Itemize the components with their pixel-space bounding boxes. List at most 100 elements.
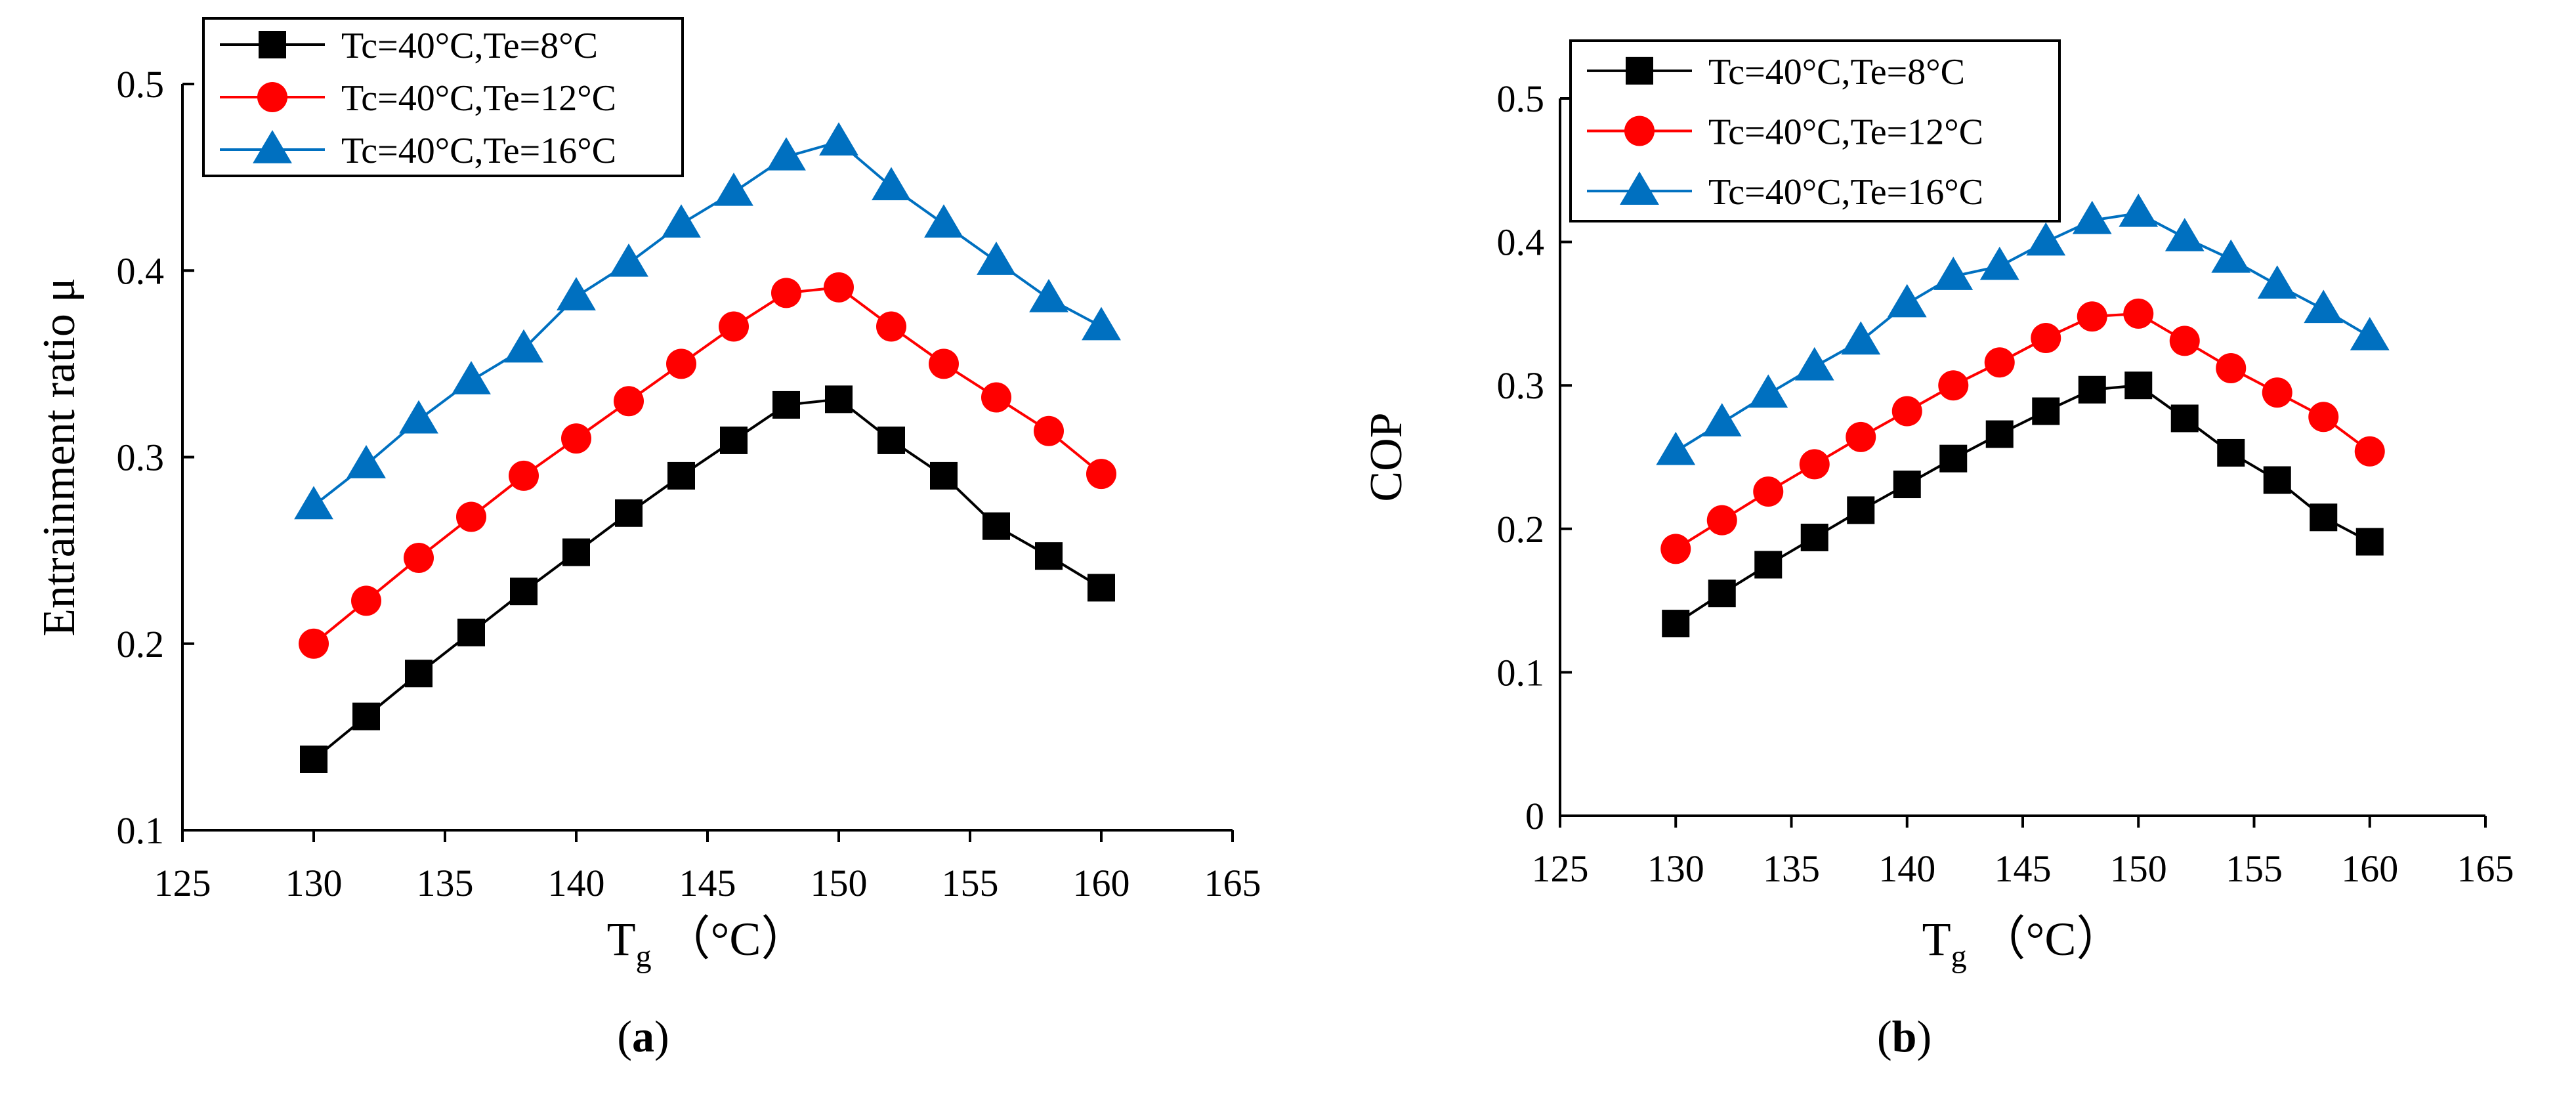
triangle-marker	[294, 486, 333, 520]
square-marker	[300, 745, 327, 773]
y-tick-label: 0	[1525, 795, 1544, 837]
caption-b: (b)	[1877, 1011, 1932, 1061]
triangle-marker	[2257, 265, 2297, 299]
y-axis-label: Entrainment ratio μ	[34, 278, 85, 637]
legend-item: Tc=40°C,Te=16°C	[220, 130, 616, 171]
x-tick-label: 125	[154, 862, 211, 904]
x-tick-label: 150	[2110, 847, 2167, 890]
x-label-sub: g	[1951, 939, 1967, 974]
square-marker	[720, 426, 748, 454]
triangle-marker	[2304, 289, 2344, 324]
square-marker	[615, 499, 643, 527]
circle-marker	[2262, 377, 2292, 408]
series-line	[1675, 312, 2371, 551]
circle-marker	[561, 423, 591, 454]
square-marker	[2217, 438, 2245, 467]
x-tick-label: 135	[417, 862, 474, 904]
circle-marker	[2354, 436, 2385, 467]
panel-b: 0 0.1 0.2 0.3 0.4 0.5 125 130 135 140 145 150 155 160…	[1286, 0, 2576, 1098]
circle-marker	[1799, 449, 1830, 480]
triangle-marker	[977, 242, 1016, 275]
x-tick-label: 125	[1532, 847, 1589, 890]
legend-item: Tc=40°C,Te=16°C	[1587, 171, 1983, 213]
x-label-unit: （°C）	[1967, 913, 2124, 965]
square-marker	[667, 461, 695, 490]
triangle-marker	[2164, 218, 2205, 251]
triangle-marker	[872, 167, 911, 201]
triangle-marker	[1979, 246, 2019, 280]
series-2	[1660, 298, 2385, 564]
circle-marker	[614, 386, 644, 417]
circle-marker	[1706, 505, 1737, 536]
square-marker	[1893, 471, 1921, 499]
circle-marker	[2031, 323, 2061, 354]
triangle-marker	[609, 243, 648, 277]
circle-marker	[2216, 352, 2247, 383]
square-marker	[825, 385, 853, 413]
square-marker	[352, 702, 380, 730]
y-tick-label: 0.1	[117, 809, 165, 852]
legend: Tc=40°C,Te=8°C Tc=40°C,Te=12°C Tc=40°C,Te=…	[202, 17, 684, 177]
triangle-marker	[1933, 257, 1974, 290]
circle-marker	[824, 272, 854, 303]
series-line	[1675, 211, 2371, 453]
triangle-marker	[1748, 374, 1788, 408]
y-tick-label: 0.3	[117, 436, 165, 479]
triangle-marker	[1887, 284, 1927, 318]
x-tick-label: 140	[548, 862, 605, 904]
circle-marker	[257, 82, 287, 112]
x-axis-label: Tg （°C）	[607, 913, 809, 974]
y-tick-label: 0.5	[117, 63, 165, 106]
square-marker	[2078, 375, 2106, 404]
square-marker	[1800, 523, 1828, 551]
series-1	[1662, 371, 2384, 638]
triangle-marker	[767, 137, 806, 171]
chart-a: 0.1 0.2 0.3 0.4 0.5 125 130 135 140 145 150 155 160 1…	[34, 17, 1261, 974]
triangle-marker	[2072, 200, 2112, 234]
square-marker	[1754, 551, 1783, 579]
triangle-marker	[662, 204, 701, 238]
square-marker	[930, 461, 958, 490]
x-tick-label: 150	[811, 862, 868, 904]
y-tick-label: 0.1	[1497, 651, 1545, 694]
series-3	[294, 122, 1121, 520]
legend-label: Tc=40°C,Te=16°C	[1708, 172, 1983, 213]
triangle-marker	[347, 444, 386, 478]
square-marker	[1626, 56, 1653, 85]
circle-marker	[299, 628, 329, 659]
triangle-marker	[557, 277, 596, 310]
legend-label: Tc=40°C,Te=12°C	[1708, 112, 1983, 153]
series-3	[1656, 193, 2390, 465]
circle-marker	[456, 501, 486, 532]
square-marker	[1939, 444, 1968, 473]
circle-marker	[2169, 326, 2200, 356]
circle-marker	[876, 311, 906, 342]
circle-marker	[404, 542, 434, 573]
square-marker	[877, 426, 905, 454]
square-marker	[2032, 397, 2060, 425]
circle-marker	[1034, 415, 1064, 446]
circle-marker	[351, 585, 381, 616]
circle-marker	[2123, 298, 2154, 329]
legend-label: Tc=40°C,Te=8°C	[1708, 52, 1965, 93]
square-marker	[2355, 528, 2384, 556]
x-label-main: T	[607, 913, 636, 965]
square-marker	[457, 618, 485, 646]
circle-marker	[1891, 396, 1922, 427]
triangle-marker	[253, 130, 292, 163]
circle-marker	[1938, 370, 1969, 401]
series-1	[300, 385, 1115, 773]
circle-marker	[2077, 301, 2107, 332]
square-marker	[405, 660, 433, 688]
circle-marker	[1984, 347, 2015, 378]
circle-marker	[1846, 421, 1876, 452]
triangle-marker	[2119, 193, 2159, 227]
legend-label: Tc=40°C,Te=16°C	[341, 131, 616, 171]
triangle-marker	[1841, 321, 1881, 355]
square-marker	[982, 512, 1010, 540]
triangle-marker	[1620, 171, 1659, 205]
triangle-marker	[2211, 239, 2251, 273]
y-tick-label: 0.4	[117, 249, 165, 292]
x-tick-label: 130	[285, 862, 343, 904]
triangle-marker	[2350, 316, 2390, 350]
